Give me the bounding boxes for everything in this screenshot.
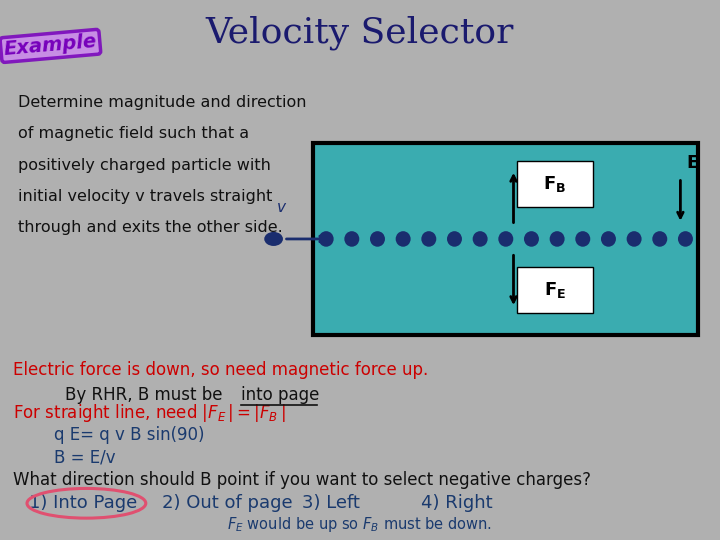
Ellipse shape xyxy=(678,231,693,247)
Text: 2) Out of page: 2) Out of page xyxy=(162,494,292,512)
Text: $F_E$ would be up so $F_B$ must be down.: $F_E$ would be up so $F_B$ must be down. xyxy=(228,515,492,535)
Text: positively charged particle with: positively charged particle with xyxy=(18,158,271,173)
Text: $\mathbf{F_E}$: $\mathbf{F_E}$ xyxy=(544,280,566,300)
FancyBboxPatch shape xyxy=(313,143,698,335)
Circle shape xyxy=(264,232,283,246)
Ellipse shape xyxy=(524,231,539,247)
Text: $\mathbf{E}$: $\mathbf{E}$ xyxy=(686,154,699,172)
Text: into page: into page xyxy=(241,386,320,404)
Ellipse shape xyxy=(498,231,513,247)
Text: 3) Left: 3) Left xyxy=(302,494,360,512)
Ellipse shape xyxy=(626,231,642,247)
Text: q E= q v B sin(90): q E= q v B sin(90) xyxy=(54,426,204,444)
Text: 1) Into Page: 1) Into Page xyxy=(29,494,137,512)
Ellipse shape xyxy=(601,231,616,247)
Ellipse shape xyxy=(575,231,590,247)
Text: What direction should B point if you want to select negative charges?: What direction should B point if you wan… xyxy=(13,470,591,489)
Ellipse shape xyxy=(370,231,385,247)
Ellipse shape xyxy=(472,231,487,247)
Text: For straight line, need $|F_E\,|=|F_B\,|$: For straight line, need $|F_E\,|=|F_B\,|… xyxy=(13,402,286,424)
Ellipse shape xyxy=(396,231,410,247)
Text: of magnetic field such that a: of magnetic field such that a xyxy=(18,126,249,141)
Ellipse shape xyxy=(344,231,359,247)
Text: Determine magnitude and direction: Determine magnitude and direction xyxy=(18,95,307,110)
FancyBboxPatch shape xyxy=(517,161,593,207)
Text: v: v xyxy=(277,200,287,214)
Text: $\mathbf{F_B}$: $\mathbf{F_B}$ xyxy=(544,174,567,194)
Text: B = E/v: B = E/v xyxy=(54,449,116,467)
Ellipse shape xyxy=(652,231,667,247)
Text: Example: Example xyxy=(3,32,98,59)
Text: initial velocity v travels straight: initial velocity v travels straight xyxy=(18,189,272,204)
Ellipse shape xyxy=(421,231,436,247)
FancyBboxPatch shape xyxy=(517,267,593,313)
Text: By RHR, B must be: By RHR, B must be xyxy=(65,386,228,404)
Text: Electric force is down, so need magnetic force up.: Electric force is down, so need magnetic… xyxy=(13,361,428,379)
Ellipse shape xyxy=(319,231,333,247)
Ellipse shape xyxy=(549,231,564,247)
Text: 4) Right: 4) Right xyxy=(421,494,492,512)
Text: through and exits the other side.: through and exits the other side. xyxy=(18,220,283,235)
Ellipse shape xyxy=(447,231,462,247)
Text: Velocity Selector: Velocity Selector xyxy=(206,15,514,50)
